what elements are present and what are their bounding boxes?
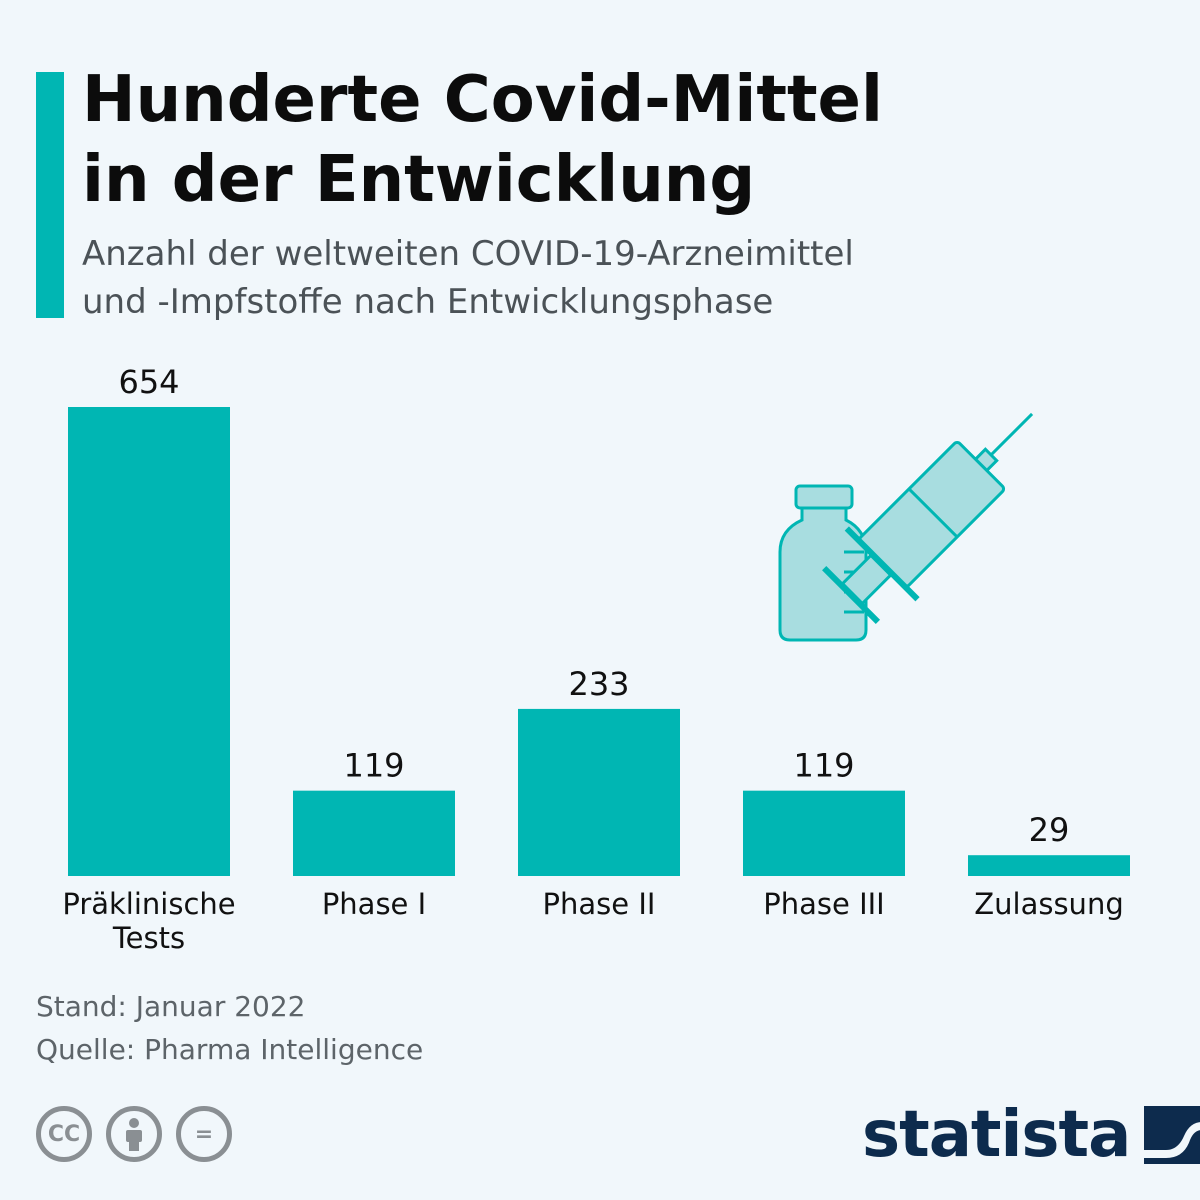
category-label-2: Phase II [543,887,656,921]
no-derivatives-icon[interactable]: = [176,1106,232,1162]
category-label-1: Phase I [322,887,426,921]
syringe-icon [822,412,1034,624]
bar-0 [68,407,230,876]
license-icons: CC = [36,1106,232,1162]
value-label-3: 119 [793,747,854,785]
subtitle-line-2: und -Impfstoffe nach Entwicklungsphase [82,282,774,322]
value-label-1: 119 [343,747,404,785]
bar-3 [743,790,905,876]
title-line-1: Hunderte Covid-Mittel [82,63,883,137]
title-accent-bar [36,72,64,318]
statista-logo-text: statista [862,1098,1131,1172]
bar-4 [968,855,1130,876]
vaccine-vial-icon [778,484,868,642]
statista-logo[interactable]: statista [862,1100,1200,1170]
value-label-2: 233 [568,665,629,703]
date-note: Stand: Januar 2022 [36,990,306,1023]
bar-2 [518,708,680,876]
value-label-0: 654 [118,363,179,401]
creative-commons-icon[interactable]: CC [36,1106,92,1162]
category-label-4: Zulassung [974,887,1123,921]
bar-1 [293,790,455,876]
category-label-0: Präklinische [62,887,235,921]
attribution-icon[interactable] [106,1106,162,1162]
title-line-2: in der Entwicklung [82,143,756,217]
page-title: Hunderte Covid-Mittel in der Entwicklung [82,60,1132,220]
page-subtitle: Anzahl der weltweiten COVID-19-Arzneimit… [82,230,1132,326]
statista-logo-mark-icon [1144,1106,1200,1164]
source-note: Quelle: Pharma Intelligence [36,1033,424,1066]
value-label-4: 29 [1029,811,1070,849]
subtitle-line-1: Anzahl der weltweiten COVID-19-Arzneimit… [82,234,854,274]
category-label-0-line-2: Tests [112,921,185,955]
category-label-3: Phase III [763,887,884,921]
